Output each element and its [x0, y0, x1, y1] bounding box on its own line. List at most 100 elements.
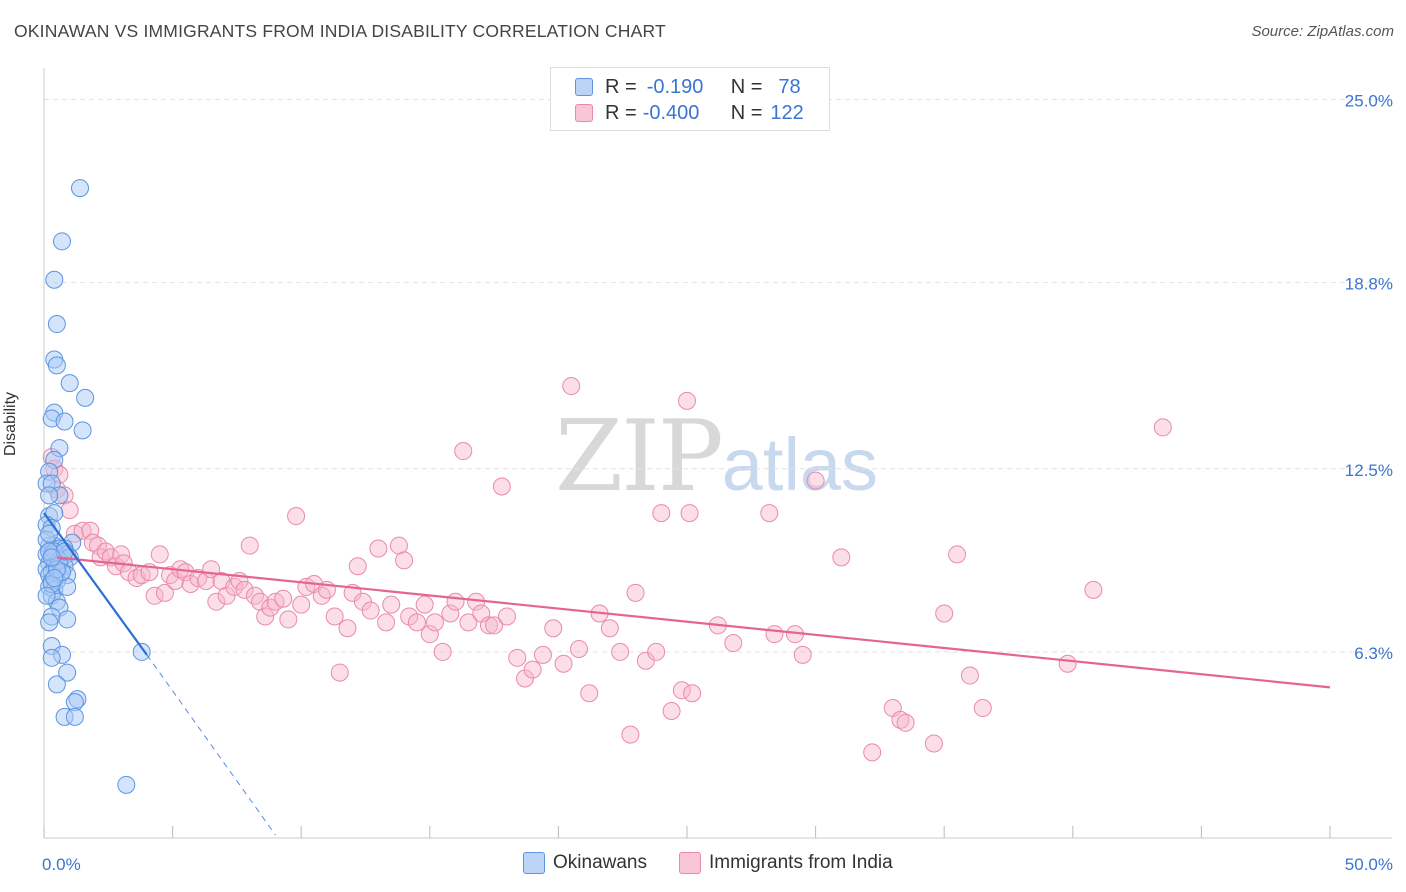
india-point: [760, 504, 779, 523]
okinawan-point: [58, 663, 77, 682]
india-point: [896, 713, 915, 732]
india-point: [369, 539, 388, 558]
legend-n-value: 122: [770, 101, 804, 124]
okinawan-point: [76, 388, 95, 407]
india-point: [83, 533, 102, 552]
source-label: Source: ZipAtlas.com: [1251, 23, 1394, 40]
india-point: [973, 699, 992, 718]
okinawan-point: [47, 315, 66, 334]
okinawan-point: [40, 486, 59, 505]
legend-swatch-blue: [575, 78, 593, 96]
india-point: [1153, 418, 1172, 437]
okinawan-point: [55, 412, 74, 431]
india-point: [420, 625, 439, 644]
india-point: [433, 642, 452, 661]
india-point: [60, 501, 79, 520]
india-point: [924, 734, 943, 753]
india-point: [562, 377, 581, 396]
okinawan-trend-extension: [146, 654, 276, 836]
india-point: [662, 701, 681, 720]
india-point: [415, 595, 434, 614]
india-swatch: [679, 852, 701, 874]
india-point: [948, 545, 967, 564]
india-point: [678, 391, 696, 410]
okinawan-point: [73, 421, 92, 440]
india-point: [497, 607, 516, 626]
india-point: [636, 651, 655, 670]
x-tick-label: 0.0%: [42, 855, 81, 874]
india-point: [765, 625, 784, 644]
okinawan-trend-line: [43, 512, 148, 656]
legend-n-label: N =: [730, 75, 763, 98]
india-point: [479, 616, 498, 635]
y-axis-label: Disability: [2, 391, 19, 456]
india-point: [652, 504, 671, 523]
okinawan-point: [58, 610, 77, 629]
india-point: [150, 545, 169, 564]
okinawan-point: [45, 569, 64, 588]
india-point: [891, 710, 910, 729]
legend-item-india: Immigrants from India: [679, 852, 893, 874]
legend-r-label: R =: [605, 101, 637, 124]
india-point: [81, 521, 100, 540]
india-point: [274, 589, 293, 608]
india-point: [240, 536, 259, 555]
india-point: [611, 642, 630, 661]
okinawan-point: [65, 707, 84, 726]
legend-swatch-pink: [575, 104, 593, 122]
legend-r-label: R =: [605, 75, 637, 98]
india-point: [407, 613, 426, 632]
india-point: [377, 613, 396, 632]
legend-row-okinawans: R = -0.190 N = 78: [575, 74, 801, 100]
india-point: [425, 613, 444, 632]
india-point: [338, 619, 357, 638]
okinawan-point: [40, 524, 59, 543]
india-point: [361, 601, 380, 620]
india-point: [492, 477, 511, 496]
okinawan-point: [40, 613, 59, 632]
india-point: [225, 577, 244, 596]
india-point: [832, 548, 851, 567]
india-point: [459, 613, 478, 632]
legend-row-india: R = -0.400 N = 122: [575, 100, 804, 126]
india-point: [382, 595, 401, 614]
okinawan-point: [47, 675, 66, 694]
legend-r-value: -0.190: [646, 75, 704, 98]
india-point: [647, 642, 666, 661]
india-point: [935, 604, 954, 623]
y-tick-label: 18.8%: [1345, 275, 1393, 294]
legend-r-value: -0.400: [642, 101, 700, 124]
india-point: [96, 542, 115, 561]
india-point: [145, 586, 164, 605]
legend-n-label: N =: [730, 101, 763, 124]
india-point: [544, 619, 563, 638]
india-point: [245, 586, 264, 605]
india-point: [348, 557, 367, 576]
india-point: [600, 619, 619, 638]
okinawan-point: [71, 179, 90, 198]
india-point: [441, 604, 460, 623]
india-point: [626, 583, 645, 602]
india-point: [680, 504, 699, 523]
india-point: [724, 634, 743, 653]
okinawans-label: Okinawans: [553, 852, 647, 873]
india-point: [395, 551, 414, 570]
legend-n-value: 78: [778, 75, 801, 98]
india-point: [166, 572, 185, 591]
india-point: [508, 648, 527, 667]
correlation-legend: R = -0.190 N = 78 R = -0.400 N = 122: [550, 67, 830, 131]
watermark: ZIPatlas: [555, 400, 879, 514]
india-point: [523, 660, 542, 679]
series-legend: Okinawans Immigrants from India: [523, 852, 925, 874]
okinawan-point: [47, 356, 66, 375]
india-point: [533, 645, 552, 664]
india-point: [207, 592, 226, 611]
okinawan-point: [117, 775, 136, 794]
india-point: [1084, 580, 1103, 599]
india-point: [960, 666, 979, 685]
india-trend-line: [56, 556, 1331, 689]
india-point: [292, 595, 311, 614]
india-label: Immigrants from India: [709, 852, 893, 873]
india-point: [580, 684, 599, 703]
india-point: [73, 521, 92, 540]
